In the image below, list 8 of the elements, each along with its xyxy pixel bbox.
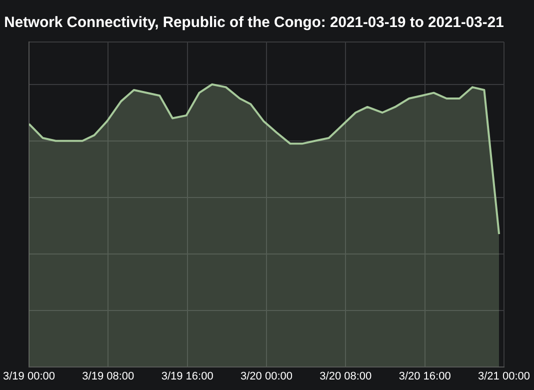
x-tick-label: 3/20 00:00 [240, 370, 292, 382]
x-tick-label: 3/19 08:00 [82, 370, 134, 382]
x-tick-label: 3/19 16:00 [161, 370, 214, 382]
x-tick-label: 3/20 16:00 [398, 370, 451, 382]
x-tick-label: 3/20 08:00 [320, 370, 372, 382]
x-tick-label: 3/21 00:00 [478, 370, 530, 382]
x-tick-label: 3/19 00:00 [2, 370, 55, 382]
chart-title: Network Connectivity, Republic of the Congo: 2021-03-19 to 2021-03-21 [4, 15, 504, 32]
